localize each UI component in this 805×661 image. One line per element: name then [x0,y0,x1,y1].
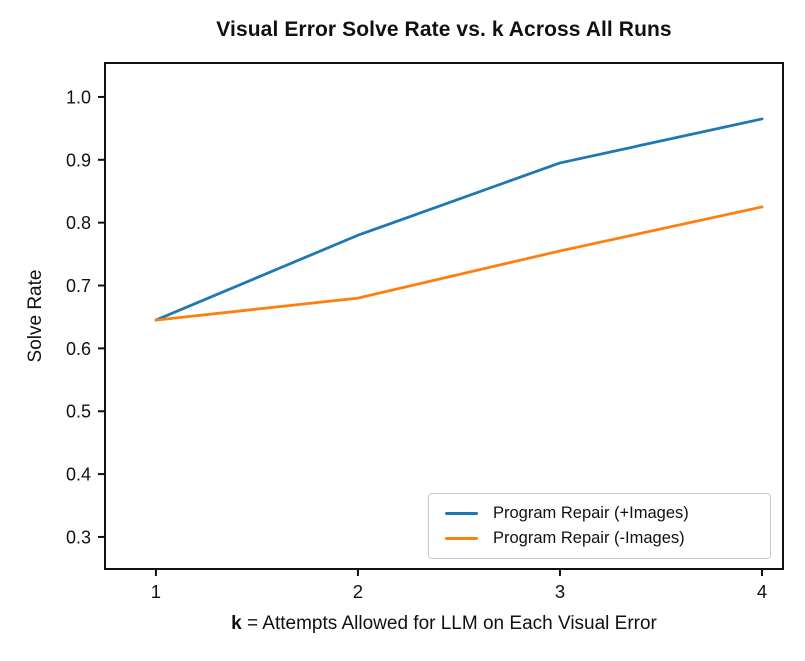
y-tick-label: 0.4 [66,465,91,485]
y-tick-label: 0.5 [66,402,91,422]
x-tick-label: 4 [757,581,767,602]
legend-item: Program Repair (+Images) [445,504,770,523]
y-tick-label: 0.6 [66,339,91,359]
x-tick-label: 3 [555,581,565,602]
axes-spines [104,62,784,570]
series-line-minus-images [154,205,764,322]
chart-title: Visual Error Solve Rate vs. k Across All… [216,18,672,41]
legend: Program Repair (+Images) Program Repair … [428,493,771,559]
y-tick-label: 0.9 [66,150,91,170]
series-line-plus-images [154,117,764,322]
y-axis-label: Solve Rate [25,269,46,363]
y-tick-label: 0.7 [66,276,91,296]
legend-item: Program Repair (-Images) [445,529,770,548]
legend-label-plus-images: Program Repair (+Images) [493,504,689,522]
y-tick-label: 1.0 [66,87,91,107]
x-axis-label: k = Attempts Allowed for LLM on Each Vis… [105,613,783,635]
legend-line-sample-minus-images [445,537,478,540]
y-tick-label: 0.3 [66,527,91,547]
legend-line-sample-plus-images [445,512,478,515]
x-axis-label-rest: = Attempts Allowed for LLM on Each Visua… [241,613,657,634]
legend-label-minus-images: Program Repair (-Images) [493,529,685,547]
x-axis-label-bold-k: k [231,613,242,634]
y-tick-label: 0.8 [66,213,91,233]
x-tick-label: 1 [151,581,161,602]
x-tick-label: 2 [353,581,363,602]
